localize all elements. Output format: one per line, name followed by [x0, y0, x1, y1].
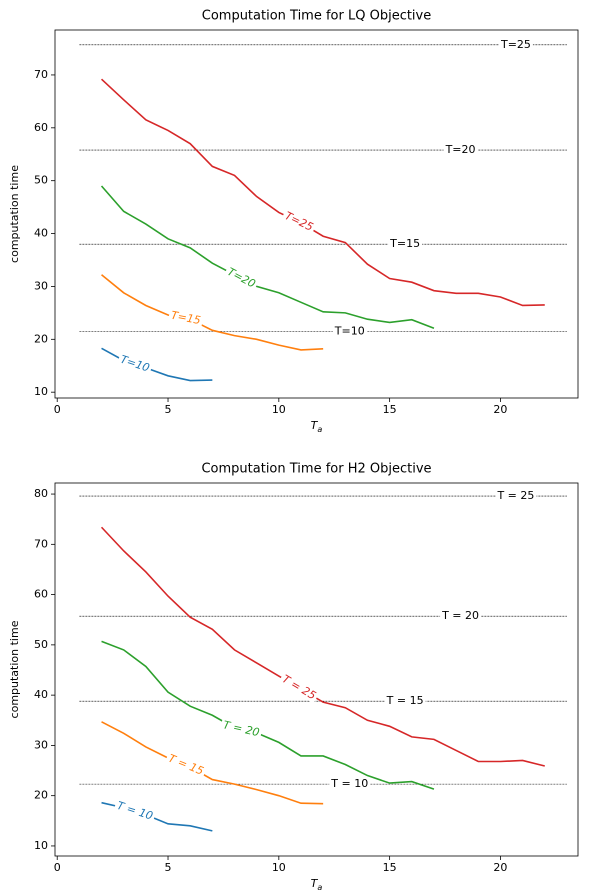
y-tick-label: 70 — [34, 537, 48, 550]
x-axis-label-base: T — [311, 419, 319, 432]
series-label-group: T=15 — [167, 309, 204, 328]
series-label-gap — [113, 799, 157, 824]
series-label: T=20 — [225, 265, 258, 290]
series-line — [100, 185, 435, 329]
series-label: T=10 — [119, 353, 152, 375]
y-tick-label: 30 — [34, 279, 48, 292]
reference-label: T = 25 — [496, 489, 534, 502]
y-tick-label: 20 — [34, 789, 48, 802]
x-tick-label: 10 — [272, 403, 286, 416]
series-label: T = 10 — [115, 799, 154, 823]
x-axis-label: Ta — [311, 877, 323, 890]
reference-label: T=20 — [445, 143, 476, 156]
series-label: T=25 — [283, 209, 316, 234]
series-label-gap — [223, 265, 259, 292]
y-tick-label: 80 — [34, 487, 48, 500]
reference-label-gap — [329, 778, 371, 791]
x-tick-label: 15 — [383, 861, 397, 874]
x-axis-label: Ta — [311, 419, 323, 434]
series-label-group: T = 10 — [113, 799, 157, 824]
y-tick-label: 40 — [34, 227, 48, 240]
series-label: T = 20 — [222, 718, 261, 739]
chart-title: Computation Time for LQ Objective — [202, 9, 432, 24]
y-tick-label: 10 — [34, 385, 48, 398]
reference-label-gap — [332, 325, 367, 338]
series-line — [101, 721, 324, 805]
series-line — [100, 526, 545, 767]
y-tick-label: 60 — [34, 588, 48, 601]
series-label: T=15 — [170, 309, 202, 327]
series-label-gap — [164, 751, 207, 779]
series-label-group: T=20 — [223, 265, 259, 292]
x-tick-label: 5 — [165, 861, 172, 874]
y-tick-label: 70 — [34, 68, 48, 81]
reference-label-gap — [495, 490, 537, 503]
x-tick-label: 0 — [54, 403, 61, 416]
series-label-gap — [167, 309, 204, 328]
axes-frame — [54, 482, 579, 857]
series-line — [101, 640, 435, 790]
series-label-group: T = 25 — [278, 672, 320, 704]
reference-label: T = 20 — [441, 609, 479, 622]
series-label-gap — [219, 718, 263, 740]
y-tick-label: 20 — [34, 332, 48, 345]
y-tick-label: 10 — [34, 839, 48, 852]
reference-label: T = 15 — [386, 694, 424, 707]
series-label-gap — [280, 209, 317, 235]
x-tick-label: 0 — [54, 861, 61, 874]
x-tick-label: 20 — [493, 861, 507, 874]
series-label-gap — [116, 353, 153, 376]
series-label-group: T=10 — [116, 353, 153, 376]
reference-label-gap — [384, 695, 426, 708]
reference-label-gap — [443, 144, 478, 157]
x-tick-label: 15 — [383, 403, 397, 416]
series-label-group: T=25 — [280, 209, 317, 235]
reference-label: T = 10 — [330, 777, 368, 790]
y-tick-label: 60 — [34, 121, 48, 134]
y-tick-label: 30 — [34, 738, 48, 751]
y-tick-label: 50 — [34, 638, 48, 651]
x-axis-label-subscript: a — [317, 425, 322, 434]
axes-frame — [54, 29, 579, 399]
reference-label-gap — [388, 238, 423, 251]
x-tick-label: 5 — [165, 403, 172, 416]
reference-label: T=25 — [500, 38, 531, 51]
series-label-gap — [278, 672, 320, 704]
series-label-group: T = 20 — [219, 718, 263, 740]
reference-label-gap — [498, 38, 533, 51]
series-label-group: T = 15 — [164, 751, 207, 779]
x-tick-label: 20 — [493, 403, 507, 416]
reference-label: T=15 — [389, 237, 420, 250]
reference-label-gap — [440, 610, 482, 623]
series-line — [101, 274, 324, 351]
reference-label: T=10 — [334, 324, 365, 337]
x-axis-label-base: T — [311, 877, 319, 890]
x-axis-label-subscript: a — [317, 883, 322, 890]
chart-title: Computation Time for H2 Objective — [201, 462, 431, 477]
y-axis-label: computation time — [8, 165, 21, 263]
series-line — [100, 78, 545, 307]
y-tick-label: 50 — [34, 174, 48, 187]
y-tick-label: 40 — [34, 688, 48, 701]
y-axis-label: computation time — [8, 620, 21, 718]
x-tick-label: 10 — [272, 861, 286, 874]
series-label: T = 25 — [280, 672, 318, 702]
series-label: T = 15 — [166, 752, 205, 778]
